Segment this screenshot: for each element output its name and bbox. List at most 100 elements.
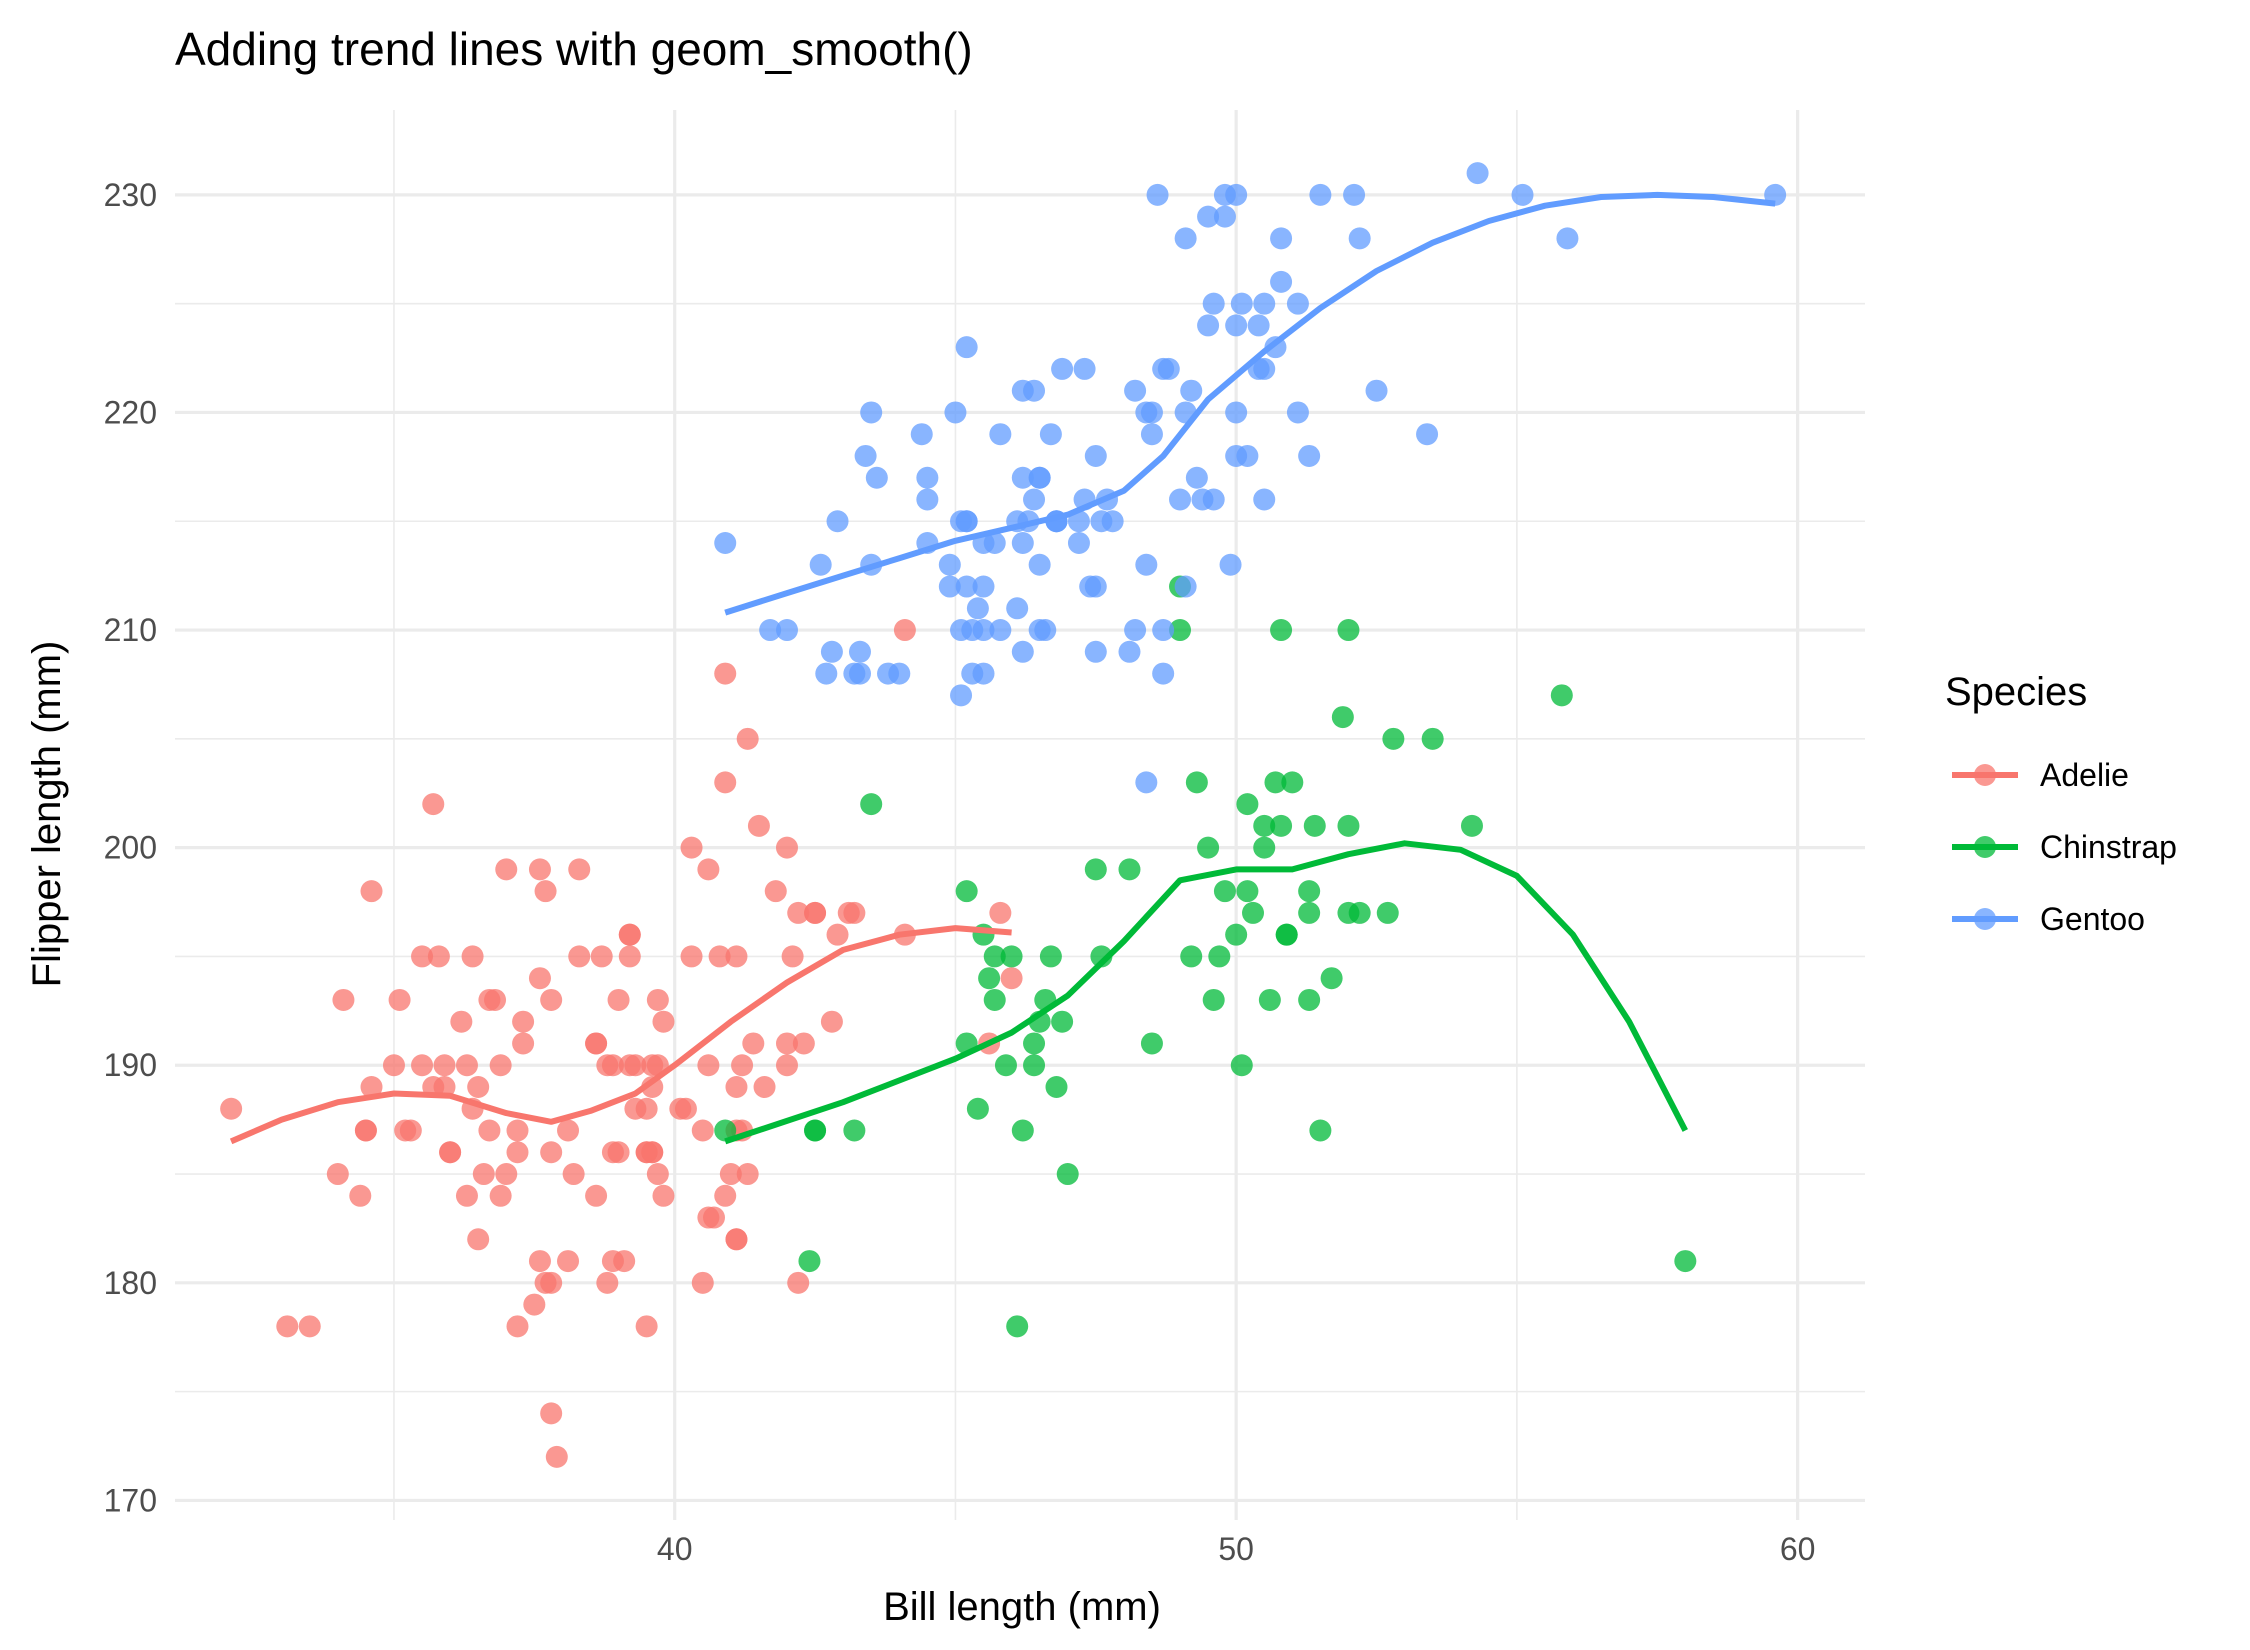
data-point — [1174, 227, 1197, 250]
data-point — [1034, 619, 1057, 642]
data-point — [1011, 532, 1034, 555]
data-point — [697, 858, 720, 881]
data-point — [1028, 553, 1051, 576]
data-point — [1135, 553, 1158, 576]
data-point — [276, 1315, 299, 1338]
data-point — [714, 532, 737, 555]
data-point — [983, 945, 1006, 968]
data-point — [1298, 901, 1321, 924]
data-point — [601, 1141, 624, 1164]
data-point — [691, 1271, 714, 1294]
data-point — [1298, 444, 1321, 467]
data-point — [1028, 466, 1051, 489]
y-axis-title: Flipper length (mm) — [25, 641, 69, 988]
trend-line-gentoo — [724, 191, 1776, 616]
data-point — [1090, 945, 1113, 968]
data-point — [837, 901, 860, 924]
data-point — [220, 1097, 243, 1120]
data-point — [461, 945, 484, 968]
data-point — [719, 1163, 742, 1186]
data-point — [1253, 292, 1276, 315]
data-point — [787, 901, 810, 924]
data-point — [916, 466, 939, 489]
data-point — [1225, 923, 1248, 946]
series-chinstrap — [714, 575, 1697, 1338]
data-point — [983, 988, 1006, 1011]
data-point — [938, 575, 961, 598]
data-point — [450, 1010, 473, 1033]
data-point — [506, 1315, 529, 1338]
data-point — [1298, 880, 1321, 903]
data-point — [792, 1032, 815, 1055]
data-point — [1337, 619, 1360, 642]
data-point — [1006, 1315, 1029, 1338]
legend-label: Chinstrap — [2040, 829, 2177, 865]
data-point — [568, 858, 591, 881]
data-point — [1000, 967, 1023, 990]
data-point — [955, 575, 978, 598]
y-tick-label: 170 — [104, 1482, 157, 1518]
data-point — [1275, 923, 1298, 946]
data-point — [1140, 1032, 1163, 1055]
y-tick-label: 190 — [104, 1047, 157, 1083]
data-point — [1320, 967, 1343, 990]
data-point — [1421, 727, 1444, 750]
chart-title: Adding trend lines with geom_smooth() — [175, 23, 973, 75]
data-point — [747, 814, 770, 837]
data-point — [1197, 836, 1220, 859]
data-point — [753, 1075, 776, 1098]
data-point — [1286, 292, 1309, 315]
data-point — [1118, 858, 1141, 881]
data-point — [489, 1054, 512, 1077]
data-point — [972, 575, 995, 598]
data-point — [955, 880, 978, 903]
data-point — [585, 1184, 608, 1207]
data-point — [961, 662, 984, 685]
data-point — [1253, 488, 1276, 511]
data-point — [1023, 1054, 1046, 1077]
data-point — [528, 858, 551, 881]
data-point — [1191, 488, 1214, 511]
data-point — [955, 510, 978, 533]
data-point — [1242, 901, 1265, 924]
data-point — [635, 1141, 658, 1164]
data-point — [618, 1054, 641, 1077]
data-point — [1348, 227, 1371, 250]
data-point — [1084, 444, 1107, 467]
data-point — [512, 1032, 535, 1055]
data-point — [1556, 227, 1579, 250]
data-point — [601, 1054, 624, 1077]
legend-key-point — [1974, 908, 1996, 930]
data-point — [826, 510, 849, 533]
data-point — [596, 1271, 619, 1294]
data-point — [523, 1293, 546, 1316]
data-point — [893, 619, 916, 642]
data-point — [781, 945, 804, 968]
x-tick-label: 50 — [1218, 1531, 1254, 1567]
data-point — [557, 1250, 580, 1273]
data-point — [540, 1402, 563, 1425]
data-point — [635, 1315, 658, 1338]
data-point — [1124, 619, 1147, 642]
data-point — [916, 488, 939, 511]
data-point — [528, 1250, 551, 1273]
data-point — [1270, 619, 1293, 642]
data-point — [349, 1184, 372, 1207]
data-point — [708, 945, 731, 968]
y-tick-label: 220 — [104, 394, 157, 430]
trend-line-adelie — [229, 925, 1012, 1145]
data-point — [966, 1097, 989, 1120]
data-point — [568, 945, 591, 968]
data-point — [1152, 662, 1175, 685]
data-point — [725, 1228, 748, 1251]
data-point — [1286, 401, 1309, 424]
data-point — [1023, 1032, 1046, 1055]
data-point — [1180, 945, 1203, 968]
trend-line-chinstrap — [724, 840, 1688, 1145]
data-point — [495, 1163, 518, 1186]
legend-label: Gentoo — [2040, 901, 2145, 937]
data-point — [950, 684, 973, 707]
data-point — [826, 923, 849, 946]
data-point — [910, 423, 933, 446]
data-point — [1202, 292, 1225, 315]
